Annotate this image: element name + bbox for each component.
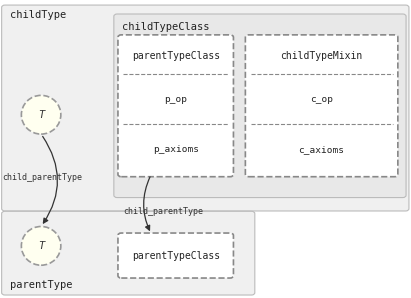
FancyBboxPatch shape xyxy=(118,35,233,177)
Text: p_op: p_op xyxy=(164,95,187,104)
Text: parentType: parentType xyxy=(10,280,73,290)
Text: child_parentType: child_parentType xyxy=(2,173,82,182)
Text: c_axioms: c_axioms xyxy=(299,145,344,154)
Text: p_axioms: p_axioms xyxy=(153,145,199,154)
FancyBboxPatch shape xyxy=(2,5,409,211)
Text: childType: childType xyxy=(10,10,67,21)
Text: T: T xyxy=(38,110,44,120)
Ellipse shape xyxy=(21,226,61,265)
Text: c_op: c_op xyxy=(310,95,333,104)
Text: parentTypeClass: parentTypeClass xyxy=(132,251,220,260)
FancyBboxPatch shape xyxy=(245,35,398,177)
Text: childTypeClass: childTypeClass xyxy=(122,22,210,32)
FancyBboxPatch shape xyxy=(118,233,233,278)
Text: childTypeMixin: childTypeMixin xyxy=(280,51,363,61)
FancyBboxPatch shape xyxy=(2,211,255,295)
Text: T: T xyxy=(38,241,44,251)
FancyBboxPatch shape xyxy=(114,14,406,198)
Ellipse shape xyxy=(21,95,61,134)
Text: parentTypeClass: parentTypeClass xyxy=(132,51,220,61)
Text: child_parentType: child_parentType xyxy=(123,207,203,216)
